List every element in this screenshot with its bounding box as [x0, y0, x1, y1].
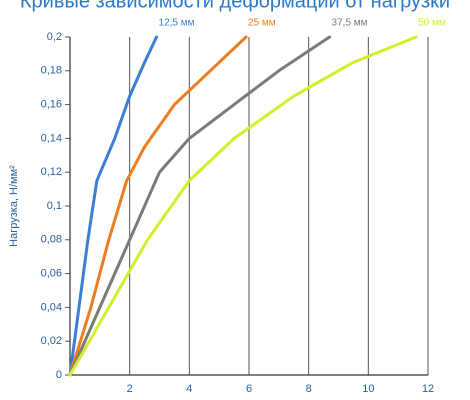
y-tick-label: 0,2	[47, 31, 62, 43]
y-tick-label: 0,16	[41, 99, 62, 111]
y-tick-label: 0,02	[41, 335, 62, 347]
legend-label: 50 мм	[418, 18, 446, 29]
legend-label: 37,5 мм	[332, 18, 368, 29]
x-tick-label: 12	[422, 383, 434, 395]
series-line	[68, 35, 159, 377]
y-tick-label: 0,04	[41, 301, 62, 313]
x-tick-label: 8	[306, 383, 312, 395]
chart-title: Кривые зависимости деформации от нагрузк…	[20, 0, 450, 12]
y-axis-label: Нагрузка, Н/мм²	[8, 165, 20, 247]
series-line	[68, 35, 418, 377]
y-tick-label: 0,14	[41, 132, 62, 144]
y-tick-label: 0	[56, 369, 62, 381]
y-tick-label: 0,1	[47, 200, 62, 212]
x-tick-label: 10	[362, 383, 374, 395]
legend-label: 12,5 мм	[159, 18, 195, 29]
x-tick-label: 2	[127, 383, 133, 395]
y-tick-label: 0,08	[41, 234, 62, 246]
y-tick-label: 0,18	[41, 65, 62, 77]
legend-label: 25 мм	[248, 18, 276, 29]
x-tick-label: 6	[246, 383, 252, 395]
y-tick-label: 0,06	[41, 268, 62, 280]
series-line	[68, 35, 332, 377]
x-tick-label: 4	[186, 383, 192, 395]
y-tick-label: 0,12	[41, 166, 62, 178]
series-line	[68, 35, 248, 377]
